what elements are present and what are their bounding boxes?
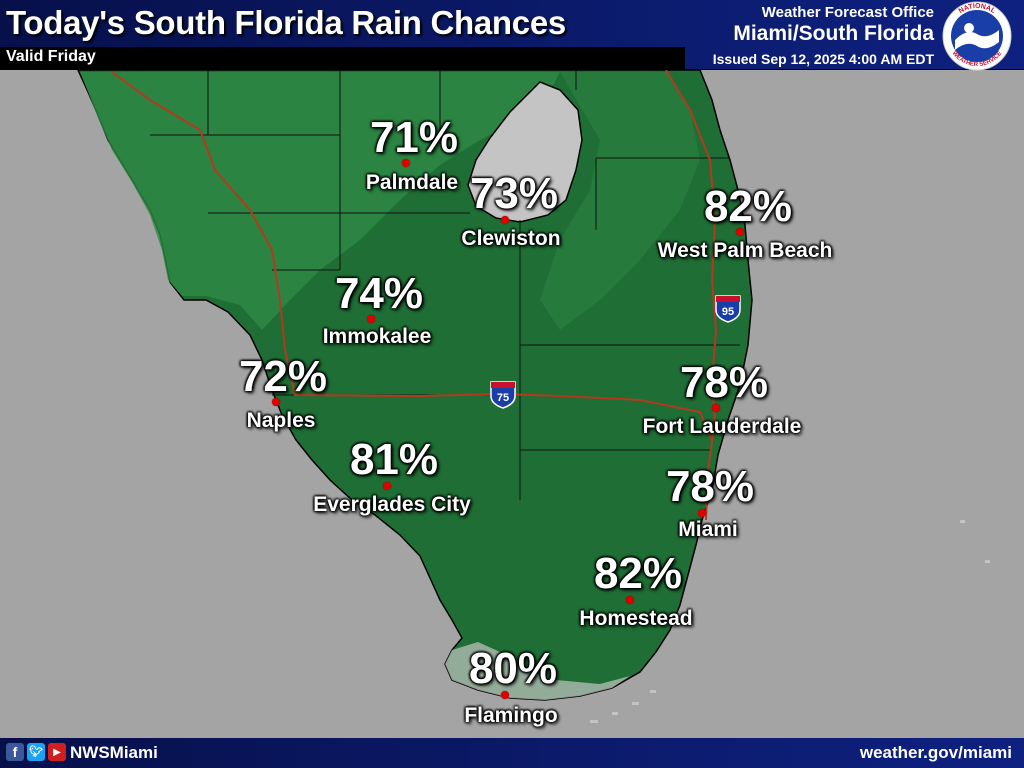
city-dot-flamingo	[501, 691, 509, 699]
highways	[111, 69, 718, 521]
pct-clewiston: 73%	[469, 169, 559, 218]
page-title: Today's South Florida Rain Chances	[6, 4, 566, 41]
city-palmdale: Palmdale	[365, 171, 459, 194]
i75-shield: 75	[490, 381, 516, 409]
pct-naples: 72%	[238, 352, 328, 401]
florida-keys	[590, 520, 990, 723]
valid-bar	[0, 47, 685, 69]
city-clewiston: Clewiston	[461, 227, 561, 250]
pct-everglades-city: 81%	[349, 435, 439, 484]
pct-homestead: 82%	[593, 549, 683, 598]
pct-miami: 78%	[665, 462, 755, 511]
pct-flamingo: 80%	[468, 644, 558, 693]
nws-logo: NATIONAL WEATHER SERVICE	[942, 1, 1012, 71]
pct-immokalee: 74%	[334, 269, 424, 318]
lower-chance-shading-east	[540, 72, 700, 330]
valid-day: Valid Friday	[6, 48, 96, 65]
office-label: Weather Forecast Office	[761, 4, 934, 21]
city-dot-fort-lauderdale	[712, 404, 720, 412]
city-dot-everglades-city	[383, 482, 391, 490]
office-name: Miami/South Florida	[733, 22, 934, 45]
pct-palmdale: 71%	[369, 113, 459, 162]
issued-time: Issued Sep 12, 2025 4:00 AM EDT	[712, 51, 934, 67]
city-everglades-city: Everglades City	[313, 493, 471, 516]
youtube-icon[interactable]: ▶	[48, 743, 66, 761]
twitter-icon[interactable]: 🐦︎	[27, 743, 45, 761]
city-flamingo: Flamingo	[464, 704, 558, 727]
city-dot-west-palm-beach	[736, 228, 744, 236]
social-icons: f 🐦︎ ▶	[6, 743, 66, 761]
city-dot-homestead	[626, 596, 634, 604]
florida-bay	[445, 642, 630, 700]
city-immokalee: Immokalee	[322, 325, 432, 348]
city-dot-naples	[272, 398, 280, 406]
city-dot-miami	[698, 509, 706, 517]
city-miami: Miami	[678, 518, 738, 541]
website-link[interactable]: weather.gov/miami	[859, 743, 1012, 762]
facebook-icon[interactable]: f	[6, 743, 24, 761]
city-west-palm-beach: West Palm Beach	[657, 239, 833, 262]
city-dot-immokalee	[367, 315, 375, 323]
i95-shield-label: 95	[722, 306, 734, 318]
city-homestead: Homestead	[579, 607, 693, 630]
city-fort-lauderdale: Fort Lauderdale	[642, 415, 802, 438]
pct-fort-lauderdale: 78%	[679, 358, 769, 407]
i75-shield-label: 75	[497, 392, 509, 404]
city-dot-clewiston	[501, 216, 509, 224]
pct-west-palm-beach: 82%	[703, 182, 793, 231]
footer-banner	[0, 738, 1024, 768]
city-naples: Naples	[246, 409, 316, 432]
i95-shield: 95	[715, 295, 741, 323]
social-handle[interactable]: NWSMiami	[70, 743, 158, 762]
city-dot-palmdale	[402, 159, 410, 167]
